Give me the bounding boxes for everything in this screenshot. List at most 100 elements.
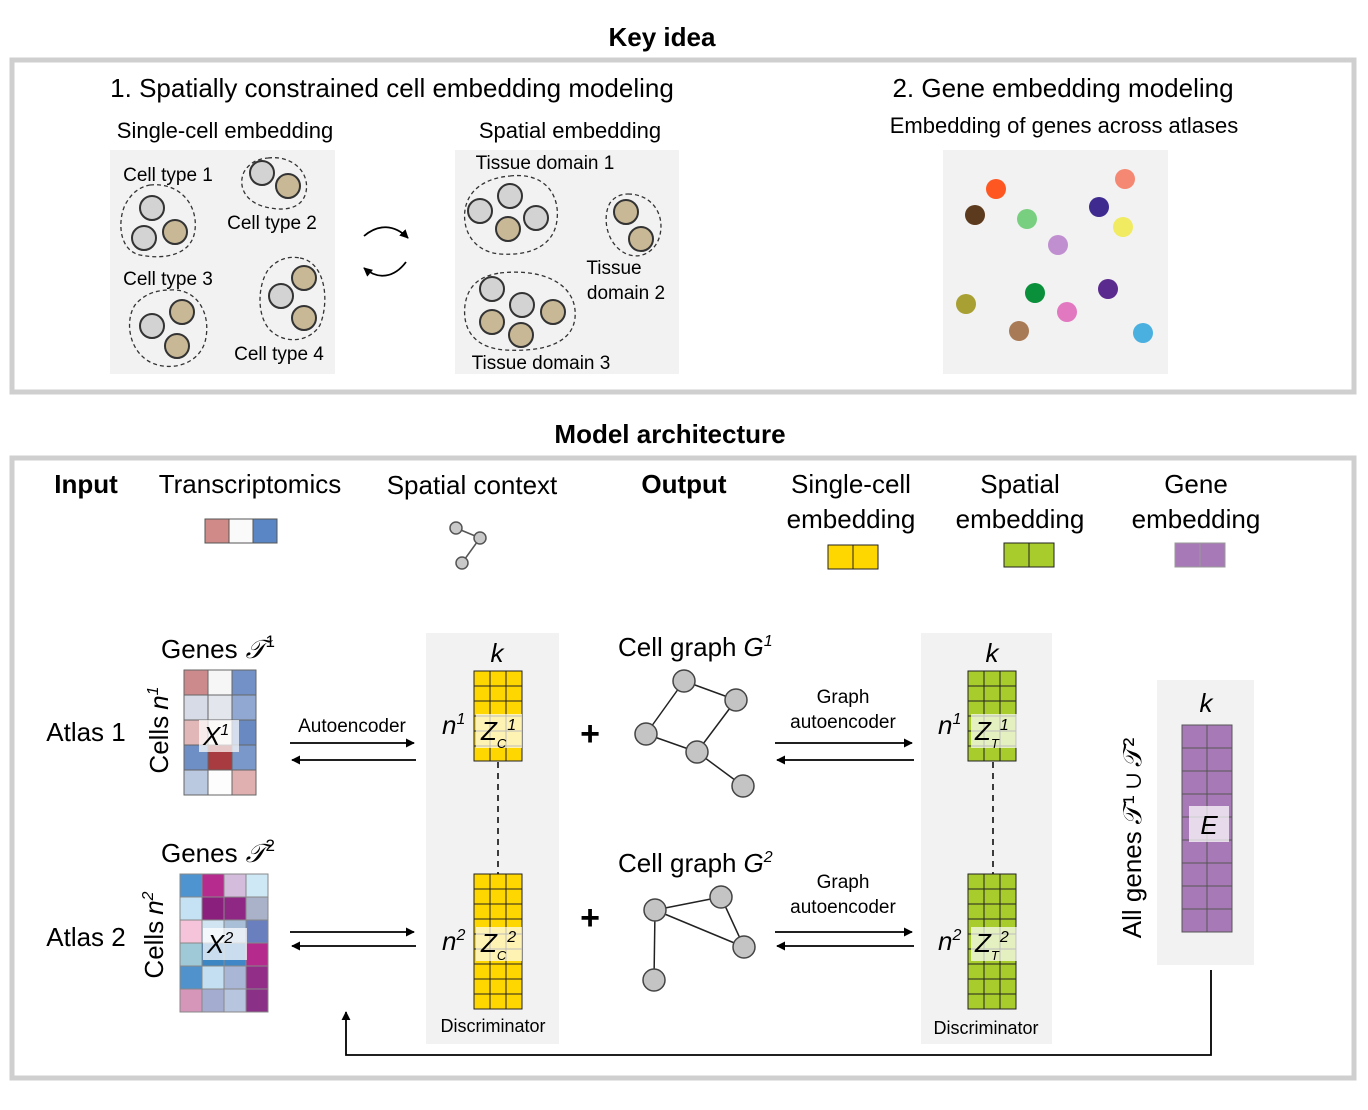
cell-dot bbox=[523, 205, 549, 231]
graph-node bbox=[643, 898, 667, 922]
matrix-cell bbox=[473, 888, 491, 905]
spatial-embedding-label: embedding bbox=[956, 504, 1085, 534]
discriminator-label: Discriminator bbox=[933, 1018, 1038, 1038]
model-frame bbox=[9, 455, 1357, 1081]
matrix-cell bbox=[183, 694, 209, 721]
cell-dot bbox=[169, 299, 195, 325]
k-label: k bbox=[491, 638, 506, 668]
matrix-cell bbox=[223, 965, 247, 990]
k-label: k bbox=[986, 638, 1001, 668]
domain-outline bbox=[463, 271, 576, 351]
matrix-cell bbox=[231, 694, 257, 721]
cell-dot bbox=[249, 160, 275, 186]
matrix-cell bbox=[967, 993, 985, 1010]
domain-outline bbox=[605, 193, 662, 257]
cell-graph-2-label: Cell graph G2 bbox=[618, 848, 773, 878]
matrix-cell bbox=[1206, 885, 1233, 910]
matrix-cell bbox=[1181, 885, 1208, 910]
matrix-cell bbox=[183, 769, 209, 796]
matrix-cell bbox=[223, 873, 247, 898]
discriminator-label: Discriminator bbox=[440, 1016, 545, 1036]
matrix-cell bbox=[473, 993, 491, 1010]
gene-dot bbox=[1133, 323, 1153, 343]
cell-type-label: Cell type 4 bbox=[234, 344, 324, 365]
graph-autoencoder-label: Graph bbox=[817, 687, 870, 708]
gene-dot bbox=[965, 205, 985, 225]
all-genes-label: All genes 𝒯¹ ∪ 𝒯² bbox=[1117, 737, 1147, 938]
matrix-cell bbox=[999, 670, 1017, 687]
matrix-cell bbox=[201, 873, 225, 898]
cell-dot bbox=[139, 195, 165, 221]
matrix-cell bbox=[983, 685, 1001, 702]
matrix-cell bbox=[231, 669, 257, 696]
cell-dot bbox=[467, 198, 493, 224]
atlas-2-label: Atlas 2 bbox=[46, 922, 126, 952]
spatial-embedding-panel: Tissue domain 1 Tissue domain 2 Tissue d… bbox=[455, 150, 679, 374]
matrix-cell bbox=[1181, 908, 1208, 933]
graph-node bbox=[642, 968, 666, 992]
spatial-embedding-title: Spatial embedding bbox=[479, 118, 661, 143]
matrix-cell bbox=[1181, 770, 1208, 795]
matrix-cell bbox=[505, 873, 523, 890]
matrix-cell bbox=[967, 745, 985, 762]
tissue-domain-label: Tissue domain 3 bbox=[472, 353, 611, 374]
matrix-cell bbox=[245, 988, 269, 1013]
matrix-cell bbox=[505, 745, 523, 762]
autoencoder-label: Autoencoder bbox=[298, 716, 406, 737]
matrix-cell bbox=[999, 700, 1017, 717]
cell-graph-1 bbox=[634, 669, 755, 798]
gene-embedding-label: embedding bbox=[1132, 504, 1261, 534]
matrix-cell bbox=[967, 888, 985, 905]
matrix-cell bbox=[489, 888, 507, 905]
matrix-cell bbox=[1206, 908, 1233, 933]
matrix-cell bbox=[245, 965, 269, 990]
cell-graph-1-label: Cell graph G1 bbox=[618, 632, 773, 662]
zc1-label: ZC1 bbox=[480, 716, 516, 751]
matrix-cell bbox=[245, 873, 269, 898]
matrix-cell bbox=[489, 700, 507, 717]
z-label-bg bbox=[476, 714, 522, 748]
cell-dot bbox=[509, 292, 535, 318]
e-label: E bbox=[1200, 810, 1218, 840]
output-label: Output bbox=[641, 469, 727, 499]
gene-embedding-subtitle: Embedding of genes across atlases bbox=[890, 113, 1239, 138]
matrix-cell bbox=[201, 988, 225, 1013]
cell-dot bbox=[613, 199, 639, 225]
genes-label-1: Genes 𝒯1 bbox=[161, 632, 275, 665]
matrix-cell bbox=[489, 978, 507, 995]
matrix-cell bbox=[1206, 770, 1233, 795]
cell-dot bbox=[479, 276, 505, 302]
matrix-cell bbox=[967, 685, 985, 702]
cluster-outline bbox=[120, 184, 196, 258]
cell-dot bbox=[508, 322, 534, 348]
model-architecture-title: Model architecture bbox=[554, 419, 785, 449]
matrix-cell bbox=[967, 903, 985, 920]
matrix-cell bbox=[505, 963, 523, 980]
gene-dot bbox=[1113, 217, 1133, 237]
cell-type-label: Cell type 3 bbox=[123, 269, 213, 290]
cluster-outline bbox=[259, 256, 326, 341]
z-label-bg bbox=[971, 927, 1017, 961]
cell-dot bbox=[164, 333, 190, 359]
matrix-cell bbox=[999, 903, 1017, 920]
matrix-cell bbox=[473, 978, 491, 995]
graph-autoencoder-label: autoencoder bbox=[790, 897, 896, 918]
matrix-cell bbox=[1206, 747, 1233, 772]
cell-dot bbox=[139, 313, 165, 339]
matrix-cell bbox=[473, 873, 491, 890]
matrix-cell bbox=[983, 978, 1001, 995]
matrix-cell bbox=[1206, 724, 1233, 749]
matrix-cell bbox=[967, 873, 985, 890]
section1-title: 1. Spatially constrained cell embedding … bbox=[110, 73, 674, 103]
z-label-bg bbox=[476, 927, 522, 961]
matrix-cell bbox=[505, 978, 523, 995]
matrix-cell bbox=[983, 903, 1001, 920]
matrix-cell bbox=[489, 903, 507, 920]
matrix-cell bbox=[207, 694, 233, 721]
spatial-swatch bbox=[1003, 542, 1055, 568]
matrix-cell bbox=[983, 963, 1001, 980]
plus-sign: + bbox=[580, 899, 600, 937]
cell-dot bbox=[291, 305, 317, 331]
spatial-context-label: Spatial context bbox=[387, 470, 558, 500]
